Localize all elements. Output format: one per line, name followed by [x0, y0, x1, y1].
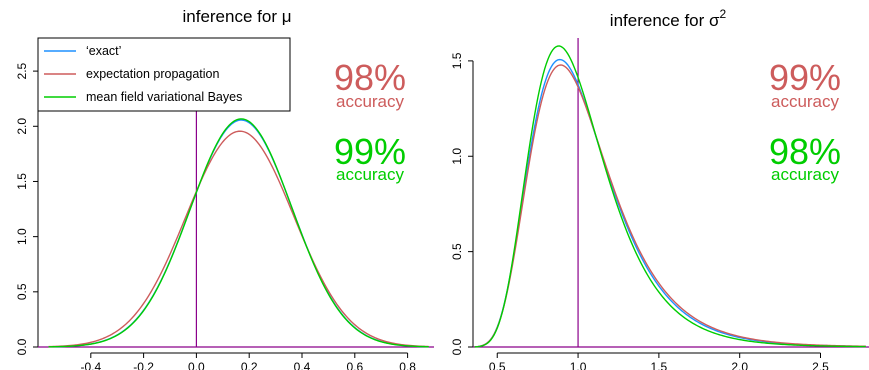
panel-sigma2-title-main: inference for σ	[610, 11, 720, 30]
y-tick-label-mu: 2.0	[15, 118, 29, 135]
mfvb-accuracy-value: 99%	[334, 131, 406, 172]
x-tick-label-mu: 0.8	[399, 360, 416, 370]
y-tick-label-mu: 0.5	[15, 283, 29, 300]
x-tick-label-mu: -0.2	[133, 360, 154, 370]
y-tick-label-mu: 0.0	[15, 338, 29, 355]
ep-accuracy-value: 98%	[334, 57, 406, 98]
y-tick-label-sigma2: 0.0	[450, 338, 464, 355]
y-tick-label-mu: 1.0	[15, 228, 29, 245]
series-line-mu-mean-field-variational-bayes	[48, 118, 429, 348]
series-line-sigma2-mean-field-variational-bayes	[474, 45, 866, 348]
series-line-sigma2-expectation-propagation	[474, 64, 866, 348]
x-tick-label-mu: 0.6	[346, 360, 363, 370]
legend-entry-mfvb: mean field variational Bayes	[86, 90, 242, 104]
y-tick-label-sigma2: 1.0	[450, 148, 464, 165]
series-line-mu-expectation-propagation	[48, 130, 429, 348]
y-tick-label-mu: 2.5	[15, 62, 29, 79]
legend-entry-exact: ‘exact’	[86, 44, 121, 58]
panel-mu-title: inference for μ	[182, 7, 291, 26]
x-tick-label-sigma2: 1.5	[651, 360, 668, 370]
x-tick-label-sigma2: 2.5	[812, 360, 829, 370]
x-tick-label-mu: 0.2	[241, 360, 258, 370]
x-tick-label-sigma2: 2.0	[731, 360, 748, 370]
panel-sigma2-plot-area: 0.5 1.0 1.5 2.0 2.5 0.0 0.5 1.0 1.5	[450, 38, 869, 370]
mfvb-accuracy-label-sigma2: accuracy	[771, 165, 840, 184]
mfvb-accuracy-label: accuracy	[336, 165, 405, 184]
legend-entry-ep: expectation propagation	[86, 67, 219, 81]
y-tick-label-mu: 1.5	[15, 173, 29, 190]
x-tick-label-mu: -0.4	[80, 360, 101, 370]
legend-box	[37, 37, 291, 112]
panel-sigma2-title: inference for σ2	[610, 7, 727, 30]
ep-accuracy-label: accuracy	[336, 92, 405, 111]
panel-sigma2-title-superscript: 2	[720, 7, 727, 21]
y-tick-label-sigma2: 1.5	[450, 52, 464, 69]
ep-accuracy-value-sigma2: 99%	[769, 57, 841, 98]
x-tick-label-mu: 0.4	[294, 360, 311, 370]
x-tick-label-mu: 0.0	[188, 360, 205, 370]
panel-mu: inference for μ -0.4 -0.2 0.0 0.2 0.4 0.6 0.8 0…	[15, 7, 434, 370]
x-tick-label-sigma2: 0.5	[489, 360, 506, 370]
panel-sigma2: inference for σ2 0.5 1.0 1.5 2.0 2.5 0.0 0.5 1.…	[450, 7, 869, 370]
x-tick-label-sigma2: 1.0	[570, 360, 587, 370]
panel-mu-plot-area: -0.4 -0.2 0.0 0.2 0.4 0.6 0.8 0.0 0.5 1.0 1.5 2.0 2.…	[15, 38, 434, 370]
mfvb-accuracy-value-sigma2: 98%	[769, 131, 841, 172]
y-tick-label-sigma2: 0.5	[450, 243, 464, 260]
ep-accuracy-label-sigma2: accuracy	[771, 92, 840, 111]
